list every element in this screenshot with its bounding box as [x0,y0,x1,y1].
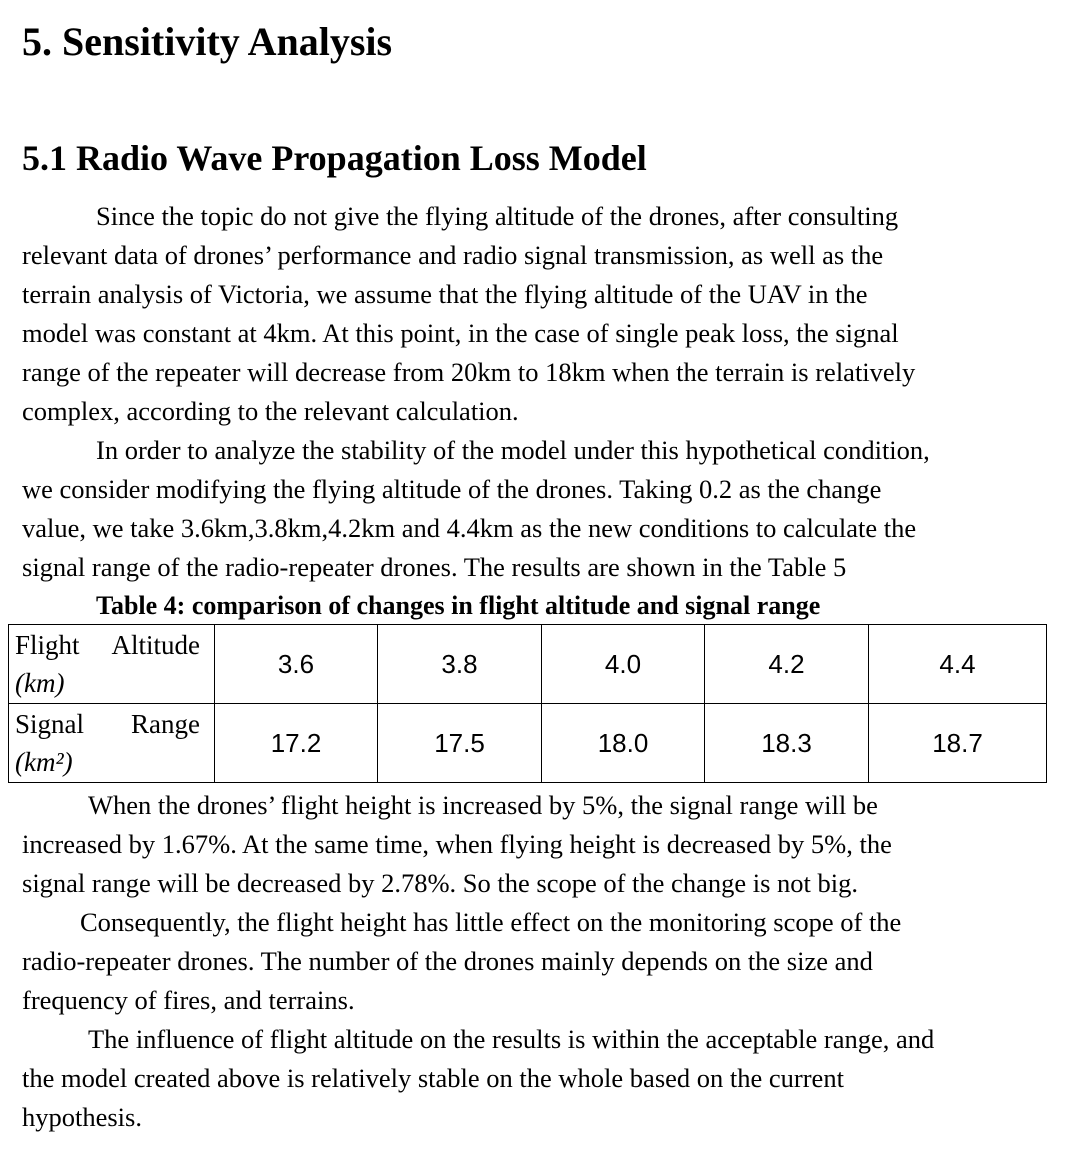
table-cell: 18.0 [541,703,705,783]
table-cell: 3.6 [214,624,378,704]
table-caption: Table 4: comparison of changes in flight… [96,591,821,620]
paragraph-1-line: complex, according to the relevant calcu… [22,396,519,426]
table-cell: 4.2 [704,624,869,704]
paragraph-4-line: radio-repeater drones. The number of the… [22,946,873,976]
paragraph-4-line: frequency of fires, and terrains. [22,985,355,1015]
paragraph-3-line: signal range will be decreased by 2.78%.… [22,868,858,898]
table-cell: 4.0 [541,624,705,704]
paragraph-5-line: the model created above is relatively st… [22,1063,844,1093]
paragraph-1: Since the topic do not give the flying a… [22,197,1052,431]
paragraph-2-line: In order to analyze the stability of the… [96,435,930,465]
paragraph-2: In order to analyze the stability of the… [22,431,1052,587]
row-header-label: Range [131,709,200,739]
paragraph-2-line: value, we take 3.6km,3.8km,4.2km and 4.4… [22,513,917,543]
table-cell: 3.8 [377,624,542,704]
paragraph-4-line: Consequently, the flight height has litt… [80,907,902,937]
row-header-label: Flight [15,630,80,660]
paragraph-5-line: The influence of flight altitude on the … [88,1024,935,1054]
paragraph-5-line: hypothesis. [22,1102,142,1132]
table-row: Signal Range (km²) 17.2 17.5 18.0 18.3 1… [8,703,1047,783]
row-header-label: Altitude [111,630,201,660]
paragraph-3-line: When the drones’ flight height is increa… [88,790,878,820]
paragraph-5: The influence of flight altitude on the … [22,1020,1052,1137]
section-title: 5. Sensitivity Analysis [22,19,393,64]
table-cell: 18.7 [868,703,1047,783]
row-header-unit: (km²) [15,747,73,777]
altitude-range-table: Flight Altitude (km) 3.6 3.8 4.0 4.2 4.4… [8,624,1047,783]
paragraph-1-line: Since the topic do not give the flying a… [96,201,899,231]
row-header-signal-range: Signal Range (km²) [8,703,215,783]
row-header-unit: (km) [15,668,65,698]
paragraph-2-line: signal range of the radio-repeater drone… [22,552,847,582]
paragraph-4: Consequently, the flight height has litt… [22,903,1052,1020]
table-cell: 17.2 [214,703,378,783]
table-row: Flight Altitude (km) 3.6 3.8 4.0 4.2 4.4 [8,624,1047,704]
paragraph-1-line: terrain analysis of Victoria, we assume … [22,279,868,309]
table-cell: 4.4 [868,624,1047,704]
paragraph-1-line: model was constant at 4km. At this point… [22,318,899,348]
paragraph-3-line: increased by 1.67%. At the same time, wh… [22,829,892,859]
paragraph-3: When the drones’ flight height is increa… [22,786,1052,903]
paragraph-2-line: we consider modifying the flying altitud… [22,474,882,504]
paragraph-1-line: range of the repeater will decrease from… [22,357,916,387]
table-cell: 17.5 [377,703,542,783]
subsection-title: 5.1 Radio Wave Propagation Loss Model [22,138,647,178]
row-header-label: Signal [15,709,85,739]
row-header-flight-altitude: Flight Altitude (km) [8,624,215,704]
paragraph-1-line: relevant data of drones’ performance and… [22,240,884,270]
table-cell: 18.3 [704,703,869,783]
